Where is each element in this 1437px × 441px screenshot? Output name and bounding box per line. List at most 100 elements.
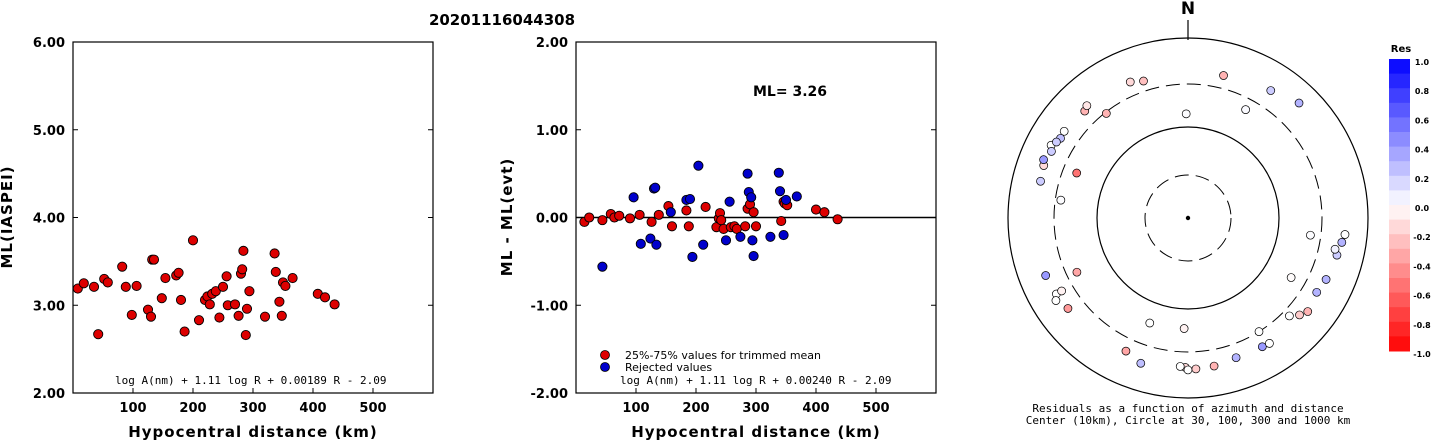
- rejected-point: [720, 235, 732, 246]
- trimmed-mean-point: [748, 207, 759, 218]
- station-point: [1059, 126, 1069, 136]
- rejected-point: [645, 233, 656, 244]
- trimmed-mean-point: [683, 221, 694, 232]
- colorbar-cell: [1389, 146, 1410, 162]
- colorbar-label: 0.8: [1415, 87, 1430, 96]
- data-point: [210, 286, 221, 297]
- x-tick-label: 300: [742, 401, 769, 416]
- legend-label-rejected: Rejected values: [625, 361, 712, 374]
- station-points: [1036, 71, 1350, 375]
- rejected-point: [651, 239, 662, 250]
- x-axis-ticks: 100 200 300 400 500: [622, 388, 890, 416]
- data-point: [280, 280, 291, 291]
- station-point: [1286, 273, 1296, 282]
- ml-distance-panel: 100 200 300 400 500 2.00 3.00 4.00 5.00 6.00 log…: [0, 36, 434, 441]
- rejected-point: [735, 231, 746, 242]
- rejected-point: [778, 229, 789, 241]
- station-point: [1181, 109, 1191, 119]
- colorbar-cell: [1389, 248, 1410, 264]
- trimmed-mean-point: [810, 204, 822, 215]
- station-point: [1330, 244, 1340, 254]
- station-point: [1175, 362, 1185, 371]
- y-axis-ticks: -2.00 -1.00 0.00 1.00 2.00: [531, 36, 936, 402]
- station-point: [1041, 271, 1051, 280]
- trimmed-mean-point: [700, 201, 711, 213]
- y-axis-ticks: 2.00 3.00 4.00 5.00 6.00: [33, 36, 433, 402]
- plot-frame: [72, 41, 434, 394]
- ml-annotation: ML= 3.26: [753, 84, 827, 100]
- station-point: [1101, 109, 1111, 118]
- trimmed-mean-point: [740, 221, 751, 232]
- colorbar-cell: [1389, 205, 1410, 221]
- data-point: [187, 235, 199, 246]
- legend: 25%-75% values for trimmed mean Rejected…: [600, 349, 821, 374]
- rejected-point: [597, 261, 608, 272]
- epicenter-marker: [1185, 215, 1191, 221]
- station-point: [1136, 358, 1146, 368]
- station-point: [1321, 275, 1331, 284]
- colorbar-cell: [1389, 292, 1410, 308]
- colorbar-label: -0.8: [1413, 321, 1431, 330]
- data-point: [148, 254, 160, 265]
- station-point: [1047, 147, 1056, 156]
- rejected-point: [765, 231, 776, 242]
- rejected-point: [665, 207, 676, 218]
- data-point: [93, 329, 104, 340]
- x-tick-label: 500: [862, 401, 889, 416]
- legend-swatch-rejected: [600, 362, 610, 372]
- station-point: [1340, 230, 1350, 239]
- x-tick-label: 200: [179, 401, 206, 416]
- station-point: [1036, 176, 1045, 186]
- data-point: [173, 267, 184, 278]
- legend-label-trimmed: 25%-75% values for trimmed mean: [625, 349, 821, 362]
- data-point: [237, 264, 248, 275]
- range-circle-300km: [1053, 83, 1323, 353]
- colorbar-cell: [1389, 278, 1410, 294]
- data-point: [269, 248, 280, 259]
- rejected-point: [650, 182, 661, 193]
- trimmed-mean-point: [624, 213, 636, 224]
- colorbar-label: 0.0: [1415, 204, 1430, 213]
- station-point: [1312, 287, 1322, 297]
- station-point: [1072, 168, 1082, 178]
- attenuation-formula: log A(nm) + 1.11 log R + 0.00189 R - 2.0…: [115, 374, 387, 387]
- data-points: [72, 235, 340, 341]
- station-point: [1337, 238, 1347, 247]
- colorbar-cell: [1389, 102, 1410, 118]
- station-point: [1303, 307, 1313, 316]
- station-point: [1051, 296, 1061, 305]
- data-point: [117, 261, 128, 272]
- station-point: [1057, 286, 1066, 296]
- station-point: [1082, 101, 1092, 111]
- trimmed-mean-point: [716, 215, 727, 226]
- station-point: [1285, 311, 1294, 321]
- x-tick-label: 200: [682, 401, 709, 416]
- range-circle-100km: [1096, 126, 1280, 310]
- trimmed-mean-point: [646, 216, 657, 227]
- station-point: [1257, 342, 1267, 352]
- trimmed-mean-point: [776, 215, 787, 227]
- trimmed-mean-point: [614, 210, 625, 221]
- station-point: [1265, 339, 1274, 348]
- station-point: [1056, 195, 1066, 205]
- y-tick-label: 2.00: [536, 36, 568, 51]
- data-point: [131, 280, 142, 291]
- data-point: [274, 296, 285, 307]
- x-tick-label: 100: [622, 401, 649, 416]
- data-point: [259, 311, 271, 322]
- station-point: [1063, 304, 1073, 313]
- y-tick-label: 5.00: [33, 124, 65, 139]
- station-point: [1306, 230, 1315, 240]
- rejected-point: [746, 192, 757, 203]
- attenuation-formula: log A(nm) + 1.11 log R + 0.00240 R - 2.0…: [620, 374, 892, 387]
- rejected-point: [724, 196, 735, 207]
- y-tick-label: 6.00: [33, 36, 65, 51]
- rejected-point: [635, 238, 646, 249]
- trimmed-mean-point: [681, 205, 692, 216]
- rejected-point: [693, 160, 704, 171]
- data-point: [229, 299, 241, 310]
- colorbar-cell: [1389, 234, 1410, 250]
- y-axis-label: ML(IASPEI): [0, 165, 16, 268]
- data-point: [145, 311, 157, 322]
